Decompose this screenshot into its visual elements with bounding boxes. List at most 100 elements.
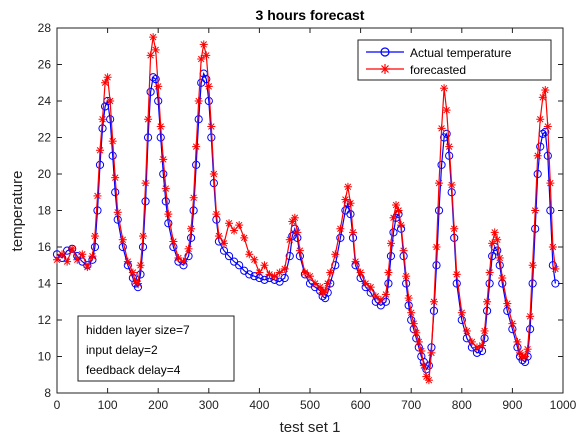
series-line [56,71,556,371]
data-point [490,228,499,237]
data-point [204,82,213,91]
data-point [381,290,390,299]
data-point [541,86,550,95]
data-point [136,270,145,279]
data-point [389,213,398,222]
x-tick-label: 100 [98,398,118,412]
y-tick-label: 18 [38,204,52,218]
data-point [149,33,158,42]
data-point [111,188,120,197]
data-point [288,217,297,226]
data-point [508,319,517,328]
data-point [186,233,196,242]
data-point [429,297,438,306]
data-point [457,308,466,317]
data-point [526,325,535,334]
data-point [452,270,461,279]
data-point [159,155,168,164]
data-point [397,221,406,230]
annotation-hidden-layer: hidden layer size=7 [86,323,190,337]
data-point [138,242,148,252]
data-point [63,257,72,266]
y-tick-label: 22 [38,131,52,145]
data-point [346,199,355,208]
y-tick-label: 16 [38,240,52,254]
data-point [536,115,545,124]
data-point [488,252,497,261]
x-tick-label: 800 [452,398,472,412]
data-point [88,252,97,261]
data-point [219,239,228,248]
data-point [290,213,299,222]
data-point [93,206,102,215]
data-point [336,224,345,233]
data-point [202,51,211,60]
series-forecasted [53,33,560,385]
data-point [548,243,557,251]
data-point [295,246,304,255]
data-point [407,308,416,317]
data-point [161,184,170,193]
data-point [447,180,456,189]
y-tick-label: 10 [38,350,52,364]
data-point [351,257,360,266]
data-point [452,279,461,288]
x-axis-label: test set 1 [280,419,341,436]
data-point [260,261,269,270]
data-point [437,160,446,169]
data-point [108,151,117,160]
data-point [521,352,530,361]
data-point [285,252,294,261]
data-point [546,179,555,188]
data-point [235,221,244,230]
data-point [528,279,537,288]
data-point [384,279,393,288]
annotation-box: hidden layer size=7 input delay=2 feedba… [77,315,235,382]
data-point [300,268,309,277]
y-tick-label: 24 [38,94,52,108]
data-point [93,191,102,200]
data-point [141,179,150,188]
data-point [98,115,107,124]
data-point [141,197,150,206]
data-point [146,51,155,60]
data-point [192,160,201,169]
data-point [409,319,418,328]
data-point [536,142,545,151]
data-point [154,82,163,91]
data-point [179,257,188,266]
y-axis-ticks: 8 10 12 14 16 18 20 22 24 26 28 [38,21,563,400]
data-point [503,299,512,308]
legend-box [357,39,552,81]
x-tick-label: 300 [199,398,219,412]
data-point [204,96,213,106]
data-point [442,129,451,138]
data-point [156,122,165,131]
data-point [331,250,340,259]
data-point [280,264,289,273]
data-point [543,151,552,160]
data-point [480,326,489,335]
data-point [493,235,502,244]
data-point [526,312,535,321]
data-point [467,337,476,346]
data-point [250,255,259,264]
data-point [483,297,492,306]
data-point [123,257,132,266]
data-point [551,264,560,273]
data-point [235,261,244,270]
data-point [250,272,259,281]
data-point [402,272,411,281]
data-point [151,45,160,54]
data-point [240,233,249,242]
data-point [133,279,142,288]
data-point [386,239,395,248]
data-point [68,244,77,253]
data-point [531,206,540,215]
annotation-feedback-delay: feedback delay=4 [86,363,181,377]
data-point [192,142,201,151]
data-point [341,195,350,204]
data-point [212,210,221,219]
data-point [100,102,110,111]
